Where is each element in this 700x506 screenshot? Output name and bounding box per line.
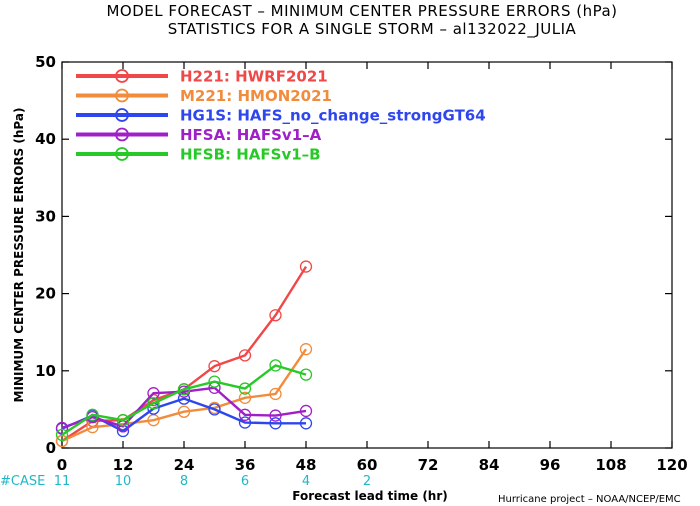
data-point [208,403,221,416]
x-tick-label: 96 [540,456,561,474]
data-point [299,343,313,356]
x-tick-label: 12 [113,456,134,474]
legend-label: HFSA: HAFSv1–A [180,126,322,144]
series-1 [55,343,313,448]
y-tick-label: 30 [35,207,56,225]
x-axis: 0 12 24 36 48 60 72 84 96 108 120 [57,62,688,474]
data-point [238,408,252,421]
x-tick-label: 24 [174,456,195,474]
data-point [269,417,282,430]
x-axis-title: Forecast lead time (hr) [292,489,448,503]
x-tick-label: 60 [357,456,378,474]
data-point [177,405,191,418]
data-point [299,417,313,430]
legend-label: H221: HWRF2021 [180,68,328,86]
data-point [269,409,282,422]
legend-item: M221: HMON2021 [76,87,332,105]
y-tick-label: 10 [35,362,56,380]
x-tick-label: 108 [595,456,626,474]
case-label: #CASE [0,474,45,489]
legend-item: HG1S: HAFS_no_change_strongGT64 [76,107,486,125]
legend-swatch-marker [115,108,129,122]
legend-label: M221: HMON2021 [180,87,332,105]
y-tick-label: 20 [35,285,56,303]
series-line [61,386,307,430]
series-line [61,348,307,443]
y-axis: 0 10 20 30 40 50 [35,53,672,457]
data-point [238,349,252,362]
x-tick-label: 0 [57,456,67,474]
x-tick-label: 48 [296,456,317,474]
legend-swatch-marker [115,147,129,161]
case-count: 6 [241,474,249,489]
series-layer [55,260,313,448]
data-point [299,368,313,381]
case-counts: 11 10 8 6 4 2 [54,474,371,489]
legend-label: HFSB: HAFSv1–B [180,146,321,164]
x-tick-label: 120 [656,456,687,474]
case-count: 11 [54,474,71,489]
case-count: 10 [115,474,132,489]
y-axis-title: MINIMUM CENTER PRESSURE ERRORS (hPa) [12,108,26,403]
x-tick-label: 72 [418,456,439,474]
case-count: 8 [180,474,188,489]
legend-swatch-marker [115,88,129,103]
data-point [177,383,191,396]
data-point [238,382,252,395]
data-point [147,387,160,400]
y-tick-label: 50 [35,53,56,71]
data-point [269,309,282,322]
case-count: 4 [302,474,310,489]
data-point [55,434,69,448]
data-point [238,391,252,404]
credit-text: Hurricane project – NOAA/NCEP/EMC [498,494,681,505]
legend-item: HFSA: HAFSv1–A [76,126,322,144]
legend-item: HFSB: HAFSv1–B [76,146,321,164]
data-point [116,414,130,427]
data-point [86,408,99,421]
series-4 [55,359,313,442]
chart-subtitle: STATISTICS FOR A SINGLE STORM – al132022… [168,20,577,39]
x-tick-label: 36 [235,456,256,474]
legend-item: H221: HWRF2021 [76,68,328,86]
data-point [147,397,160,410]
data-point [269,359,282,372]
data-point [55,428,69,442]
data-point [177,392,191,405]
data-point [299,260,313,273]
y-tick-label: 0 [46,439,56,457]
data-point [269,387,282,401]
data-point [55,421,69,435]
x-tick-label: 84 [479,456,500,474]
chart-title: MODEL FORECAST – MINIMUM CENTER PRESSURE… [106,2,617,20]
legend-label: HG1S: HAFS_no_change_strongGT64 [180,107,486,125]
data-point [208,360,221,373]
y-tick-label: 40 [35,130,56,148]
data-point [238,416,252,429]
legend-swatch-marker [115,127,129,142]
series-line [61,364,307,436]
data-point [208,375,221,388]
data-point [299,404,313,418]
case-count: 2 [363,474,371,489]
legend-swatch-marker [115,69,129,83]
